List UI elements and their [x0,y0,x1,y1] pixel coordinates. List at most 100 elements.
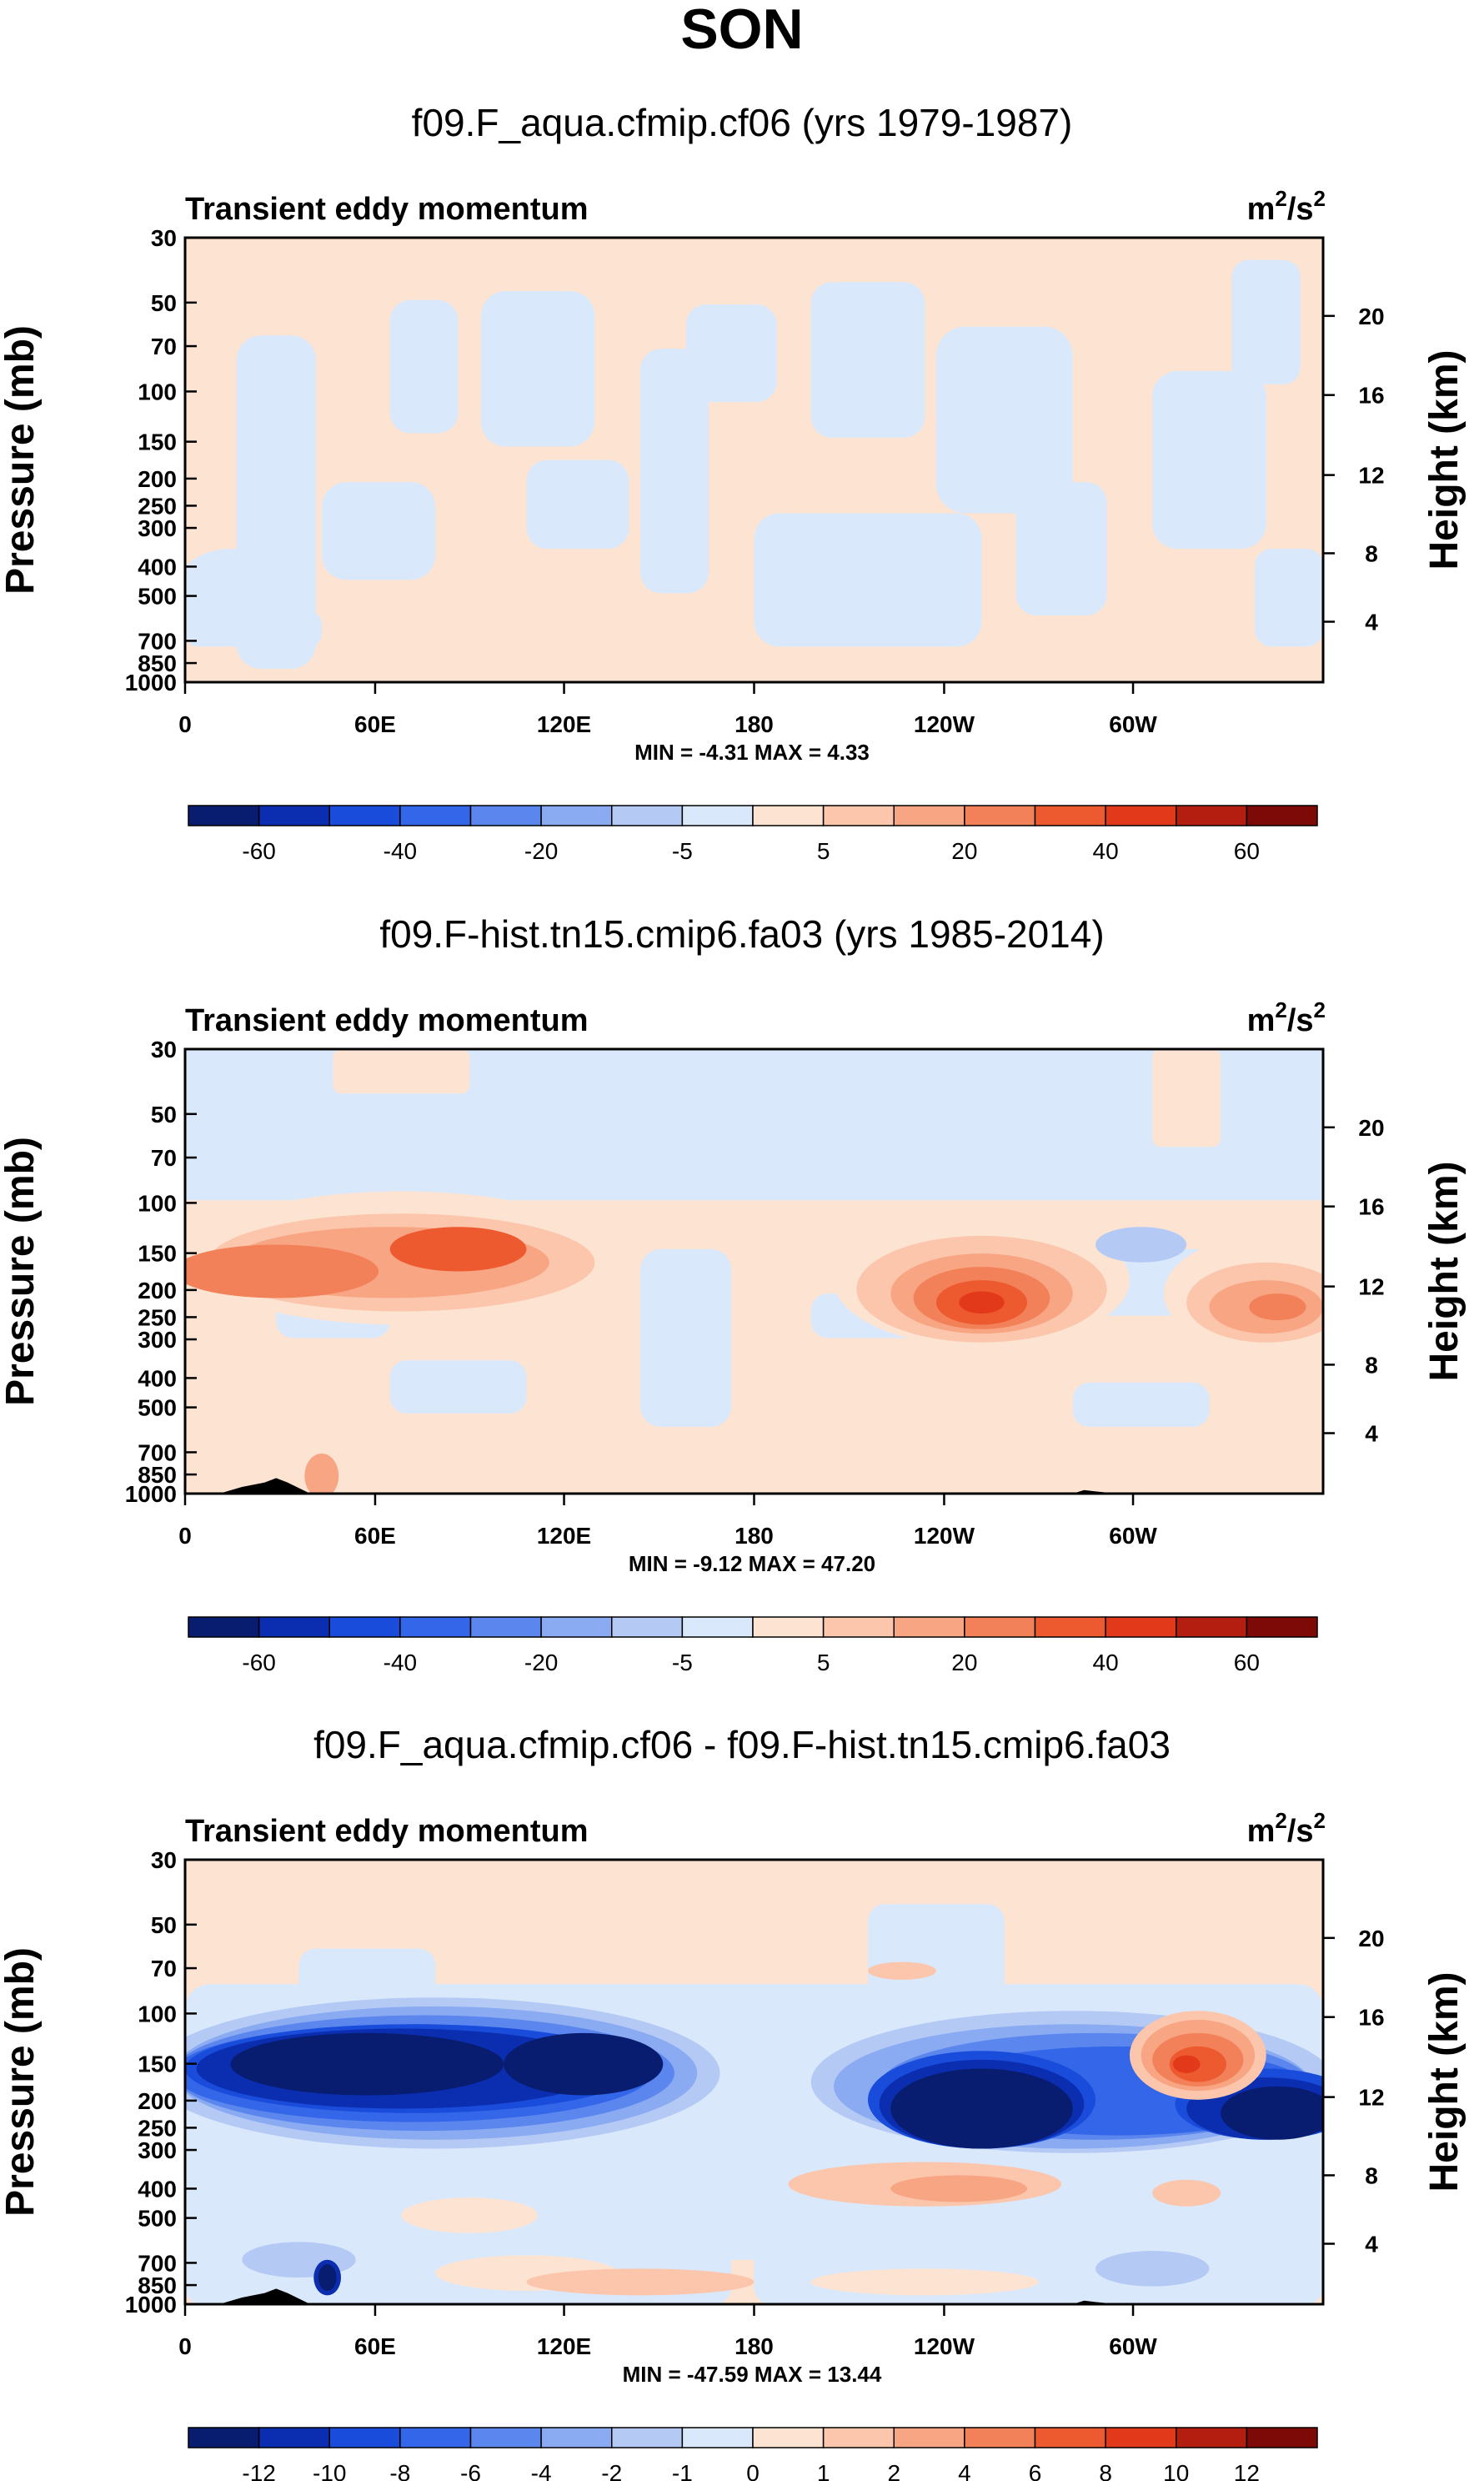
units-sup: 2 [1275,1808,1286,1833]
field-blue-region [480,290,595,447]
y-tick-label: 30 [151,1037,177,1062]
field-orange-region [333,1049,470,1094]
y2-axis-label: Height (km) [1422,350,1466,570]
y2-tick-label: 16 [1358,2005,1384,2031]
colorbar-swatch [399,2427,472,2448]
field-blue-region [1095,2251,1210,2287]
y2-tick-label: 20 [1358,304,1384,329]
y-tick-label: 500 [138,1395,177,1421]
x-tick-label: 120E [537,1523,591,1549]
colorbar-swatch [1034,1616,1106,1638]
x-tick-label: 0 [178,1523,192,1549]
colorbar-swatch [399,1616,472,1638]
y-tick-label: 30 [151,1847,177,1873]
field-blue-region [1221,2086,1323,2140]
units-sup: 2 [1275,186,1286,211]
field-orange-region [959,1291,1005,1314]
y-tick-label: 700 [138,1439,177,1465]
field-blue-region [389,1360,527,1414]
x-tick-label: 120W [914,711,975,737]
colorbar-swatch [258,805,330,826]
y-tick-label: 200 [138,1278,177,1303]
field-orange-region [389,1227,527,1272]
colorbar-label: -60 [242,838,275,864]
field-blue-region [504,2032,664,2096]
colorbar-swatch [328,2427,401,2448]
colorbar-swatch [893,2427,965,2448]
field-orange-region [1152,2179,1221,2207]
colorbar-swatch [964,805,1036,826]
y2-tick-label: 8 [1365,540,1378,566]
field-blue-region [389,299,459,434]
contour-field [185,238,1323,682]
field-blue-region [185,610,322,647]
units-label: m2/s2 [1247,997,1326,1038]
colorbar-swatch [1176,1616,1248,1638]
units-sup: 2 [1314,1808,1326,1833]
colorbar-label: -10 [313,2460,346,2481]
colorbar-swatch [752,805,825,826]
y-tick-label: 500 [138,584,177,610]
x-tick-label: 120E [537,2333,591,2359]
y-tick-label: 300 [138,2137,177,2163]
y-tick-label: 300 [138,515,177,541]
stats-label: MIN = -9.12 MAX = 47.20 [629,1551,875,1576]
x-tick-label: 60W [1109,711,1157,737]
colorbar-swatch [752,2427,825,2448]
y-tick-label: 1000 [125,1481,177,1507]
field-blue-region [640,1248,732,1428]
colorbar-label: 40 [1093,1650,1119,1675]
contour-field [185,1860,1323,2304]
field-blue-region [1231,259,1301,384]
field-blue-region [1095,1227,1187,1263]
colorbar-swatch [1034,805,1106,826]
stats-label: MIN = -47.59 MAX = 13.44 [623,2362,882,2387]
colorbar-label: -60 [242,1650,275,1675]
y2-axis-label: Height (km) [1422,1972,1466,2192]
x-tick-label: 60W [1109,1523,1157,1549]
panel-title: f09.F_aqua.cfmip.cf06 (yrs 1979-1987) [412,101,1073,144]
colorbar-swatch [540,2427,613,2448]
colorbar-label: 8 [1099,2460,1112,2481]
colorbar-label: -6 [460,2460,481,2481]
colorbar-swatch [1246,2427,1318,2448]
x-tick-label: 60E [354,2333,396,2359]
colorbar-swatch [328,805,401,826]
y-tick-label: 50 [151,1102,177,1127]
field-orange-region [868,1961,936,1980]
variable-label: Transient eddy momentum [185,1814,589,1849]
y-tick-label: 150 [138,429,177,455]
field-blue-region [1152,370,1266,550]
units-mid: /s [1287,1814,1314,1849]
figure-title: SON [680,0,803,61]
y2-tick-label: 20 [1358,1926,1384,1951]
y2-tick-label: 12 [1358,1274,1384,1300]
colorbar-swatch [611,805,684,826]
y2-tick-label: 8 [1365,1352,1378,1378]
variable-label: Transient eddy momentum [185,1003,589,1038]
y-tick-label: 250 [138,2115,177,2141]
field-orange-region [304,1454,339,1494]
colorbar-swatch [1176,2427,1248,2448]
colorbar-label: 20 [951,838,977,864]
colorbar-label: 6 [1029,2460,1042,2481]
units-base: m [1247,1814,1276,1849]
colorbar-swatch [1105,805,1177,826]
field-orange-region [401,2197,539,2233]
colorbar-swatch [188,2427,260,2448]
colorbar-label: -40 [384,1650,417,1675]
colorbar-label: 5 [817,1650,830,1675]
field-orange-region [890,2175,1028,2202]
x-tick-label: 120E [537,711,591,737]
x-tick-label: 60W [1109,2333,1157,2359]
field-blue-region [754,513,982,647]
field-orange-region [1152,1049,1221,1148]
y-axis-label: Pressure (mb) [0,1137,43,1406]
x-tick-label: 60E [354,1523,396,1549]
colorbar-swatch [822,1616,895,1638]
y2-tick-label: 8 [1365,2162,1378,2188]
colorbar-swatch [752,1616,825,1638]
colorbar-swatch [469,1616,542,1638]
colorbar-swatch [1246,805,1318,826]
y-tick-label: 1000 [125,2292,177,2318]
